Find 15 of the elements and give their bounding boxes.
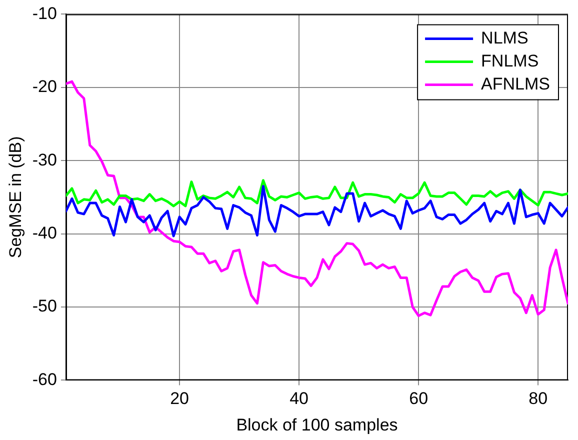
x-tick-label: 40	[290, 389, 309, 408]
x-axis-title: Block of 100 samples	[236, 415, 398, 434]
y-tick-label: -10	[32, 4, 57, 23]
legend-label: FNLMS	[481, 51, 539, 70]
y-tick-label: -60	[32, 370, 57, 389]
y-tick-label: -20	[32, 77, 57, 96]
legend-label: AFNLMS	[481, 74, 550, 94]
legend-label: NLMS	[481, 28, 528, 48]
x-tick-label: 80	[528, 389, 548, 408]
x-tick-label: 20	[170, 389, 189, 408]
x-tick-label: 60	[409, 389, 428, 408]
y-axis-title: SegMSE in (dB)	[6, 136, 25, 258]
y-tick-label: -40	[32, 223, 57, 242]
y-tick-label: -30	[32, 150, 57, 170]
y-tick-label: -50	[32, 296, 57, 316]
